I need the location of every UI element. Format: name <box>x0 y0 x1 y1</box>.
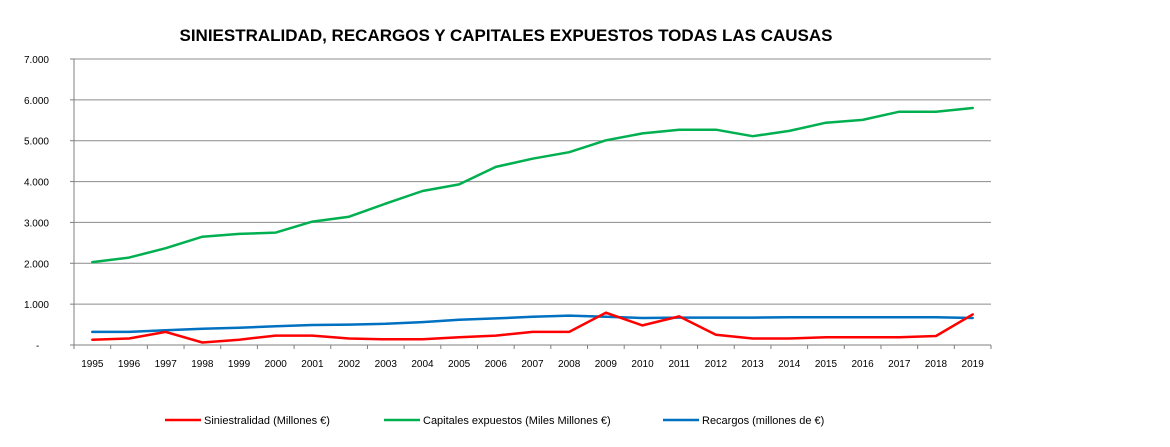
x-tick-label: 1997 <box>155 359 178 370</box>
x-tick-label: 2019 <box>962 359 985 370</box>
x-tick-label: 2018 <box>925 359 948 370</box>
y-tick-label: 5.000 <box>24 137 49 148</box>
x-tick-label: 2014 <box>778 359 801 370</box>
x-tick-label: 2012 <box>705 359 728 370</box>
x-tick-label: 2007 <box>521 359 544 370</box>
x-tick-label: 1996 <box>118 359 141 370</box>
y-tick-label: - <box>36 341 39 352</box>
x-tick-label: 1995 <box>81 359 104 370</box>
legend-label: Siniestralidad (Millones €) <box>204 415 330 427</box>
x-tick-label: 2000 <box>265 359 288 370</box>
x-tick-label: 2013 <box>741 359 764 370</box>
gridlines <box>74 58 991 346</box>
x-tick-label: 2006 <box>485 359 508 370</box>
x-tick-label: 2015 <box>815 359 838 370</box>
line-chart: SINIESTRALIDAD, RECARGOS Y CAPITALES EXP… <box>24 26 992 427</box>
y-tick-label: 7.000 <box>24 55 49 66</box>
x-tick-label: 2016 <box>851 359 874 370</box>
y-axis: - 1.000 2.000 3.000 4.000 5.000 6.000 7.000 <box>24 55 75 352</box>
x-tick-label: 2011 <box>668 359 690 370</box>
x-tick-label: 2001 <box>301 359 324 370</box>
series-line-2 <box>91 314 974 334</box>
chart-area: SINIESTRALIDAD, RECARGOS Y CAPITALES EXP… <box>23 26 992 427</box>
chart-title: SINIESTRALIDAD, RECARGOS Y CAPITALES EXP… <box>179 26 832 45</box>
legend: Siniestralidad (Millones €) Capitales exp… <box>165 415 824 427</box>
series-lines <box>91 106 974 344</box>
x-axis: 1995 1996 1997 1998 1999 2000 2001 2002 2003 2004… <box>73 345 992 370</box>
x-tick-label: 2002 <box>338 359 361 370</box>
y-tick-label: 6.000 <box>24 96 49 107</box>
x-tick-label: 2005 <box>448 359 471 370</box>
series-line-1 <box>91 106 974 264</box>
x-tick-label: 2004 <box>411 359 434 370</box>
x-tick-label: 1998 <box>191 359 214 370</box>
blank-margin <box>1018 0 1170 447</box>
legend-label: Capitales expuestos (Miles Millones €) <box>423 415 611 427</box>
y-tick-label: 4.000 <box>24 178 49 189</box>
x-tick-label: 1999 <box>228 359 251 370</box>
y-tick-label: 3.000 <box>24 218 49 229</box>
y-tick-label: 2.000 <box>24 259 49 270</box>
x-tick-label: 2009 <box>595 359 618 370</box>
x-tick-label: 2003 <box>375 359 398 370</box>
x-tick-label: 2010 <box>631 359 654 370</box>
x-tick-label: 2008 <box>558 359 581 370</box>
x-tick-label: 2017 <box>888 359 911 370</box>
legend-label: Recargos (millones de €) <box>702 415 824 427</box>
y-tick-label: 1.000 <box>24 300 49 311</box>
